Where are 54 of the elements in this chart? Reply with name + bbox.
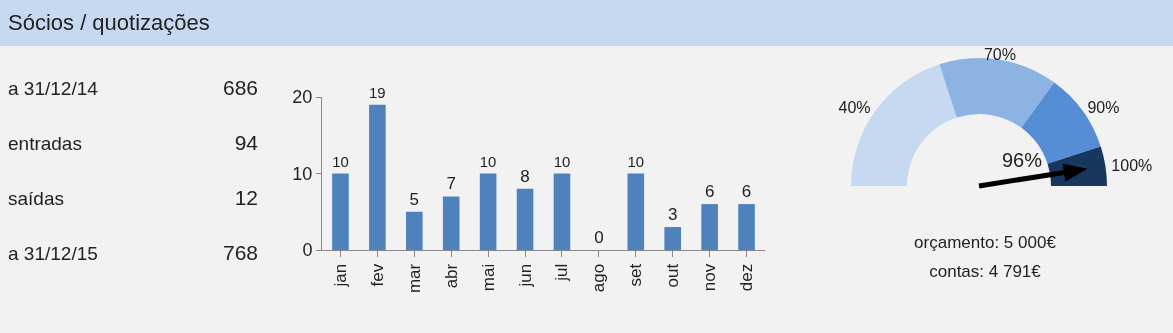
x-tick-label: fev (367, 263, 387, 287)
bar (738, 204, 755, 250)
y-tick-label: 0 (302, 240, 313, 261)
text: a 31/12/15 (8, 243, 98, 265)
bar (701, 204, 718, 250)
x-tick-label: jun (515, 263, 535, 288)
bar (332, 173, 349, 250)
text: 96% (1001, 149, 1043, 171)
x-tick-label: jul (552, 263, 572, 282)
bar (479, 173, 497, 250)
text: 686 (221, 76, 258, 100)
text: Sócios / quotizações (8, 10, 210, 36)
x-tick-label: set (626, 263, 646, 287)
text: 12 (233, 186, 258, 210)
data-label: 6 (704, 182, 715, 202)
x-tick-label: mai (478, 263, 498, 292)
data-label: 6 (741, 182, 752, 202)
text: 768 (221, 241, 258, 265)
x-tick-label: jan (330, 263, 350, 288)
text: orçamento: 5 000€ (914, 233, 1057, 252)
data-label: 10 (553, 152, 571, 170)
data-label: 5 (409, 189, 420, 209)
data-label: 7 (446, 174, 456, 194)
bar (405, 211, 423, 250)
bar (664, 227, 682, 250)
bar (442, 196, 460, 250)
data-label: 10 (479, 152, 497, 170)
x-tick-label: dez (737, 263, 757, 292)
x-tick-label: nov (700, 263, 720, 292)
x-tick-label: abr (441, 263, 461, 289)
text: 94 (233, 131, 258, 155)
x-tick-label: ago (589, 263, 609, 293)
slice-label: 70% (983, 45, 1016, 63)
data-label: 0 (594, 228, 604, 247)
data-label: 8 (520, 166, 530, 186)
slice-label: 100% (1111, 157, 1153, 175)
slice-label: 40% (838, 99, 871, 117)
x-tick-label: mar (404, 263, 424, 294)
slice-label: 90% (1087, 99, 1120, 117)
bar (369, 104, 386, 250)
x-tick-label: out (663, 263, 683, 288)
bar (627, 173, 645, 250)
data-label: 10 (332, 152, 349, 170)
text: contas: 4 791€ (929, 262, 1042, 281)
bar (516, 188, 534, 250)
y-tick-label: 20 (292, 87, 313, 108)
data-label: 19 (369, 84, 386, 102)
text: a 31/12/14 (8, 78, 98, 100)
y-tick-label: 10 (292, 163, 313, 184)
data-label: 10 (627, 152, 645, 170)
bar (553, 173, 571, 250)
data-label: 3 (667, 205, 678, 225)
text: entradas (8, 133, 82, 155)
text: saídas (8, 188, 64, 210)
